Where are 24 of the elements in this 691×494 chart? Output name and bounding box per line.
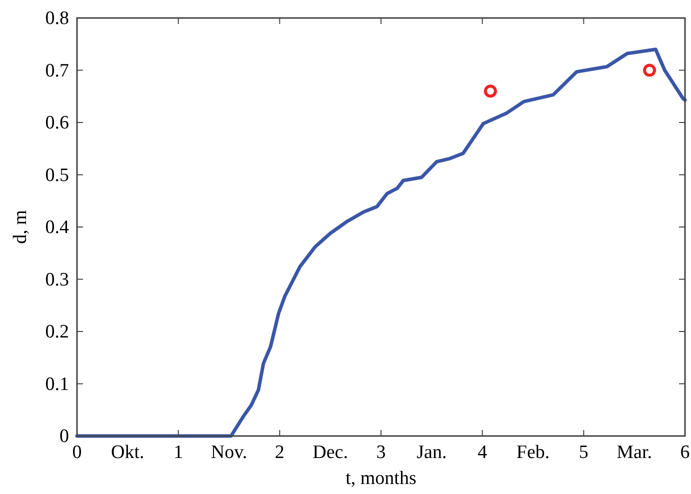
x-tick-label: 4: [478, 442, 488, 463]
x-tick-label: Feb.: [516, 442, 550, 463]
x-tick-label: 3: [376, 442, 386, 463]
y-tick-label: 0.8: [45, 8, 69, 29]
x-tick-label: 1: [174, 442, 184, 463]
y-tick-label: 0.6: [45, 112, 69, 134]
y-tick-label: 0.3: [45, 269, 69, 290]
x-tick-label: 6: [680, 442, 690, 463]
y-tick-label: 0.7: [45, 60, 69, 82]
x-tick-label: Mar.: [616, 442, 652, 463]
y-tick-label: 0.2: [45, 322, 69, 342]
x-tick-label: Okt.: [111, 442, 144, 463]
x-axis-title: t, months: [346, 468, 416, 489]
y-tick-label: 0.5: [45, 164, 69, 186]
y-tick-label: 0.1: [45, 374, 69, 395]
line-series: [75, 48, 687, 438]
y-tick-label: 0: [60, 426, 69, 447]
x-tick-label: Dec.: [312, 442, 348, 463]
x-tick-label: Jan.: [416, 442, 447, 463]
y-axis-title: d, m: [10, 210, 31, 244]
y-tick-label: 0.4: [45, 217, 70, 238]
x-tick-label: 2: [274, 442, 284, 463]
x-tick-label: 5: [578, 442, 588, 463]
x-tick-label: Nov.: [210, 442, 248, 463]
